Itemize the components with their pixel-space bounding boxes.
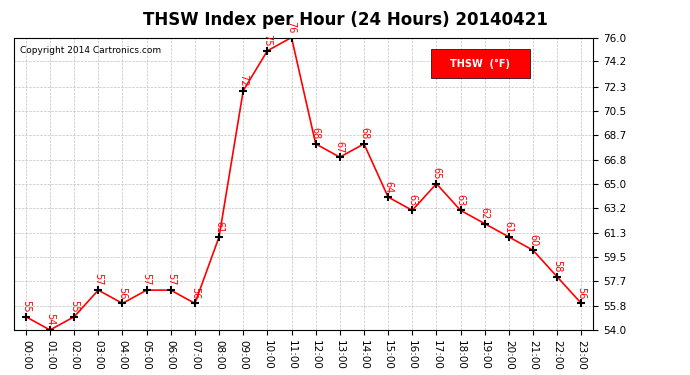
Text: 63: 63 <box>407 194 417 206</box>
Text: 67: 67 <box>335 141 345 153</box>
Text: 64: 64 <box>383 181 393 193</box>
Text: 55: 55 <box>69 300 79 312</box>
FancyBboxPatch shape <box>431 49 530 78</box>
Text: 61: 61 <box>214 220 224 233</box>
Text: 57: 57 <box>141 273 152 286</box>
Text: 56: 56 <box>190 287 200 299</box>
Text: 60: 60 <box>528 234 538 246</box>
Text: 75: 75 <box>262 34 273 46</box>
Text: 57: 57 <box>166 273 176 286</box>
Text: 56: 56 <box>576 287 586 299</box>
Text: 55: 55 <box>21 300 31 312</box>
Text: 63: 63 <box>455 194 466 206</box>
Text: THSW Index per Hour (24 Hours) 20140421: THSW Index per Hour (24 Hours) 20140421 <box>143 11 547 29</box>
Text: 57: 57 <box>93 273 104 286</box>
Text: 54: 54 <box>45 314 55 326</box>
Text: THSW  (°F): THSW (°F) <box>451 59 511 69</box>
Text: 72: 72 <box>238 74 248 87</box>
Text: 65: 65 <box>431 167 442 180</box>
Text: 76: 76 <box>286 21 297 33</box>
Text: Copyright 2014 Cartronics.com: Copyright 2014 Cartronics.com <box>19 46 161 55</box>
Text: 68: 68 <box>310 128 321 140</box>
Text: 58: 58 <box>552 260 562 273</box>
Text: 56: 56 <box>117 287 128 299</box>
Text: 68: 68 <box>359 128 369 140</box>
Text: 62: 62 <box>480 207 490 219</box>
Text: 61: 61 <box>504 220 514 233</box>
